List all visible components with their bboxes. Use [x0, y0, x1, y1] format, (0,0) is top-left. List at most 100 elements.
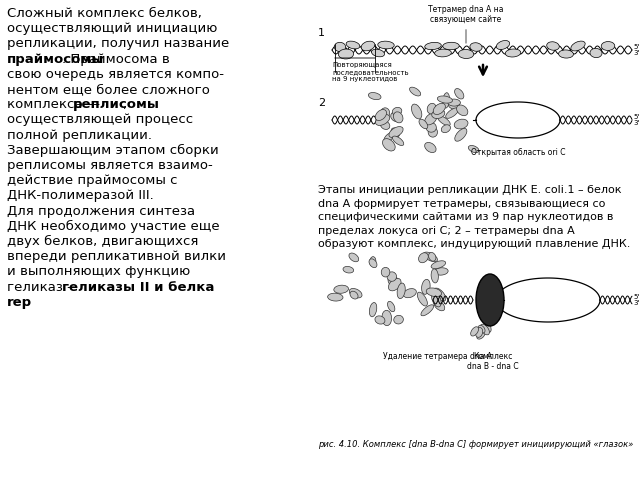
Ellipse shape — [392, 108, 402, 115]
Ellipse shape — [380, 108, 390, 119]
Ellipse shape — [441, 125, 451, 132]
Ellipse shape — [387, 301, 395, 312]
Text: рис. 4.10. Комплекс [dna B-dna C] формирует инициирующий «глазок»: рис. 4.10. Комплекс [dna B-dna C] формир… — [318, 440, 633, 449]
Ellipse shape — [425, 113, 437, 125]
Ellipse shape — [397, 283, 405, 299]
Text: 5': 5' — [633, 294, 639, 300]
Ellipse shape — [328, 293, 343, 301]
Ellipse shape — [392, 136, 404, 145]
Ellipse shape — [369, 302, 377, 317]
Ellipse shape — [497, 40, 509, 49]
Ellipse shape — [432, 109, 445, 119]
Text: Комплекс
dna B - dna C: Комплекс dna B - dna C — [467, 352, 519, 372]
Ellipse shape — [443, 42, 460, 50]
Text: впереди репликативной вилки: впереди репликативной вилки — [7, 250, 226, 263]
Text: свою очередь является компо-: свою очередь является компо- — [7, 68, 224, 81]
Ellipse shape — [571, 41, 585, 51]
Ellipse shape — [349, 288, 362, 298]
Ellipse shape — [433, 103, 445, 115]
Text: 5': 5' — [633, 44, 639, 50]
Text: Повторяющаяся
последовательность
на 9 нуклеотидов: Повторяющаяся последовательность на 9 ну… — [332, 62, 408, 82]
Ellipse shape — [388, 276, 398, 286]
Ellipse shape — [424, 252, 438, 262]
Ellipse shape — [458, 49, 474, 59]
Text: ДНК-полимеразой III.: ДНК-полимеразой III. — [7, 190, 154, 203]
Ellipse shape — [380, 121, 390, 130]
Ellipse shape — [371, 49, 385, 57]
Ellipse shape — [384, 132, 394, 142]
Ellipse shape — [376, 115, 390, 125]
Ellipse shape — [477, 331, 485, 339]
Ellipse shape — [334, 285, 349, 293]
Ellipse shape — [425, 42, 441, 49]
Ellipse shape — [387, 272, 397, 281]
Ellipse shape — [434, 300, 445, 311]
Ellipse shape — [547, 42, 559, 50]
Ellipse shape — [390, 112, 401, 121]
Text: реплисомы является взаимо-: реплисомы является взаимо- — [7, 159, 212, 172]
Ellipse shape — [485, 323, 491, 332]
Text: Сложный комплекс белков,: Сложный комплекс белков, — [7, 7, 202, 20]
Ellipse shape — [590, 48, 602, 58]
Ellipse shape — [421, 305, 434, 316]
Ellipse shape — [346, 41, 360, 49]
Text: Тетрамер dna A на
связующем сайте: Тетрамер dna A на связующем сайте — [428, 5, 504, 43]
Ellipse shape — [438, 116, 451, 126]
Text: двух белков, двигающихся: двух белков, двигающихся — [7, 235, 198, 248]
Ellipse shape — [470, 43, 482, 51]
Ellipse shape — [343, 266, 354, 273]
Ellipse shape — [443, 93, 449, 108]
Ellipse shape — [394, 112, 403, 123]
Ellipse shape — [476, 327, 483, 337]
Ellipse shape — [422, 279, 430, 294]
Ellipse shape — [601, 42, 615, 50]
Text: 3': 3' — [633, 50, 639, 56]
Text: . Праймосома в: . Праймосома в — [61, 53, 170, 66]
Text: 1: 1 — [318, 28, 325, 38]
Ellipse shape — [456, 105, 468, 116]
Text: rep: rep — [7, 296, 32, 309]
Ellipse shape — [426, 122, 436, 132]
Ellipse shape — [389, 127, 403, 138]
Text: геликаз -: геликаз - — [7, 281, 76, 294]
Ellipse shape — [468, 145, 479, 153]
Text: реплисомы: реплисомы — [72, 98, 159, 111]
Ellipse shape — [429, 252, 436, 261]
Ellipse shape — [448, 99, 460, 106]
Ellipse shape — [419, 253, 428, 263]
Text: осуществляющий инициацию: осуществляющий инициацию — [7, 22, 218, 35]
Ellipse shape — [375, 109, 387, 120]
Ellipse shape — [437, 96, 452, 103]
Ellipse shape — [431, 269, 438, 283]
Ellipse shape — [559, 50, 573, 58]
Ellipse shape — [480, 324, 490, 335]
Ellipse shape — [381, 267, 390, 277]
Text: полной репликации.: полной репликации. — [7, 129, 152, 142]
Ellipse shape — [426, 288, 442, 297]
Ellipse shape — [428, 127, 438, 137]
Ellipse shape — [431, 292, 441, 307]
Ellipse shape — [454, 89, 464, 99]
Ellipse shape — [361, 41, 375, 51]
Ellipse shape — [454, 119, 468, 129]
Ellipse shape — [476, 274, 504, 326]
Text: нентом еще более сложного: нентом еще более сложного — [7, 83, 210, 96]
Ellipse shape — [427, 103, 436, 114]
Text: 2: 2 — [318, 98, 325, 108]
Text: Открытая область ori C: Открытая область ori C — [471, 148, 565, 157]
Ellipse shape — [391, 128, 399, 137]
Ellipse shape — [431, 261, 445, 269]
Text: Для продолжения синтеза: Для продолжения синтеза — [7, 204, 195, 217]
Text: репликации, получил название: репликации, получил название — [7, 37, 229, 50]
Ellipse shape — [350, 291, 358, 299]
Ellipse shape — [445, 108, 459, 119]
Text: Завершающим этапом сборки: Завершающим этапом сборки — [7, 144, 219, 157]
Text: 3': 3' — [633, 300, 639, 306]
Ellipse shape — [378, 41, 394, 49]
Ellipse shape — [470, 327, 479, 336]
Ellipse shape — [435, 268, 448, 275]
Text: Удаление тетрамера dna А: Удаление тетрамера dna А — [383, 352, 493, 361]
Text: осуществляющей процесс: осуществляющей процесс — [7, 113, 193, 126]
Text: 5': 5' — [633, 114, 639, 120]
Text: .: . — [24, 296, 28, 309]
